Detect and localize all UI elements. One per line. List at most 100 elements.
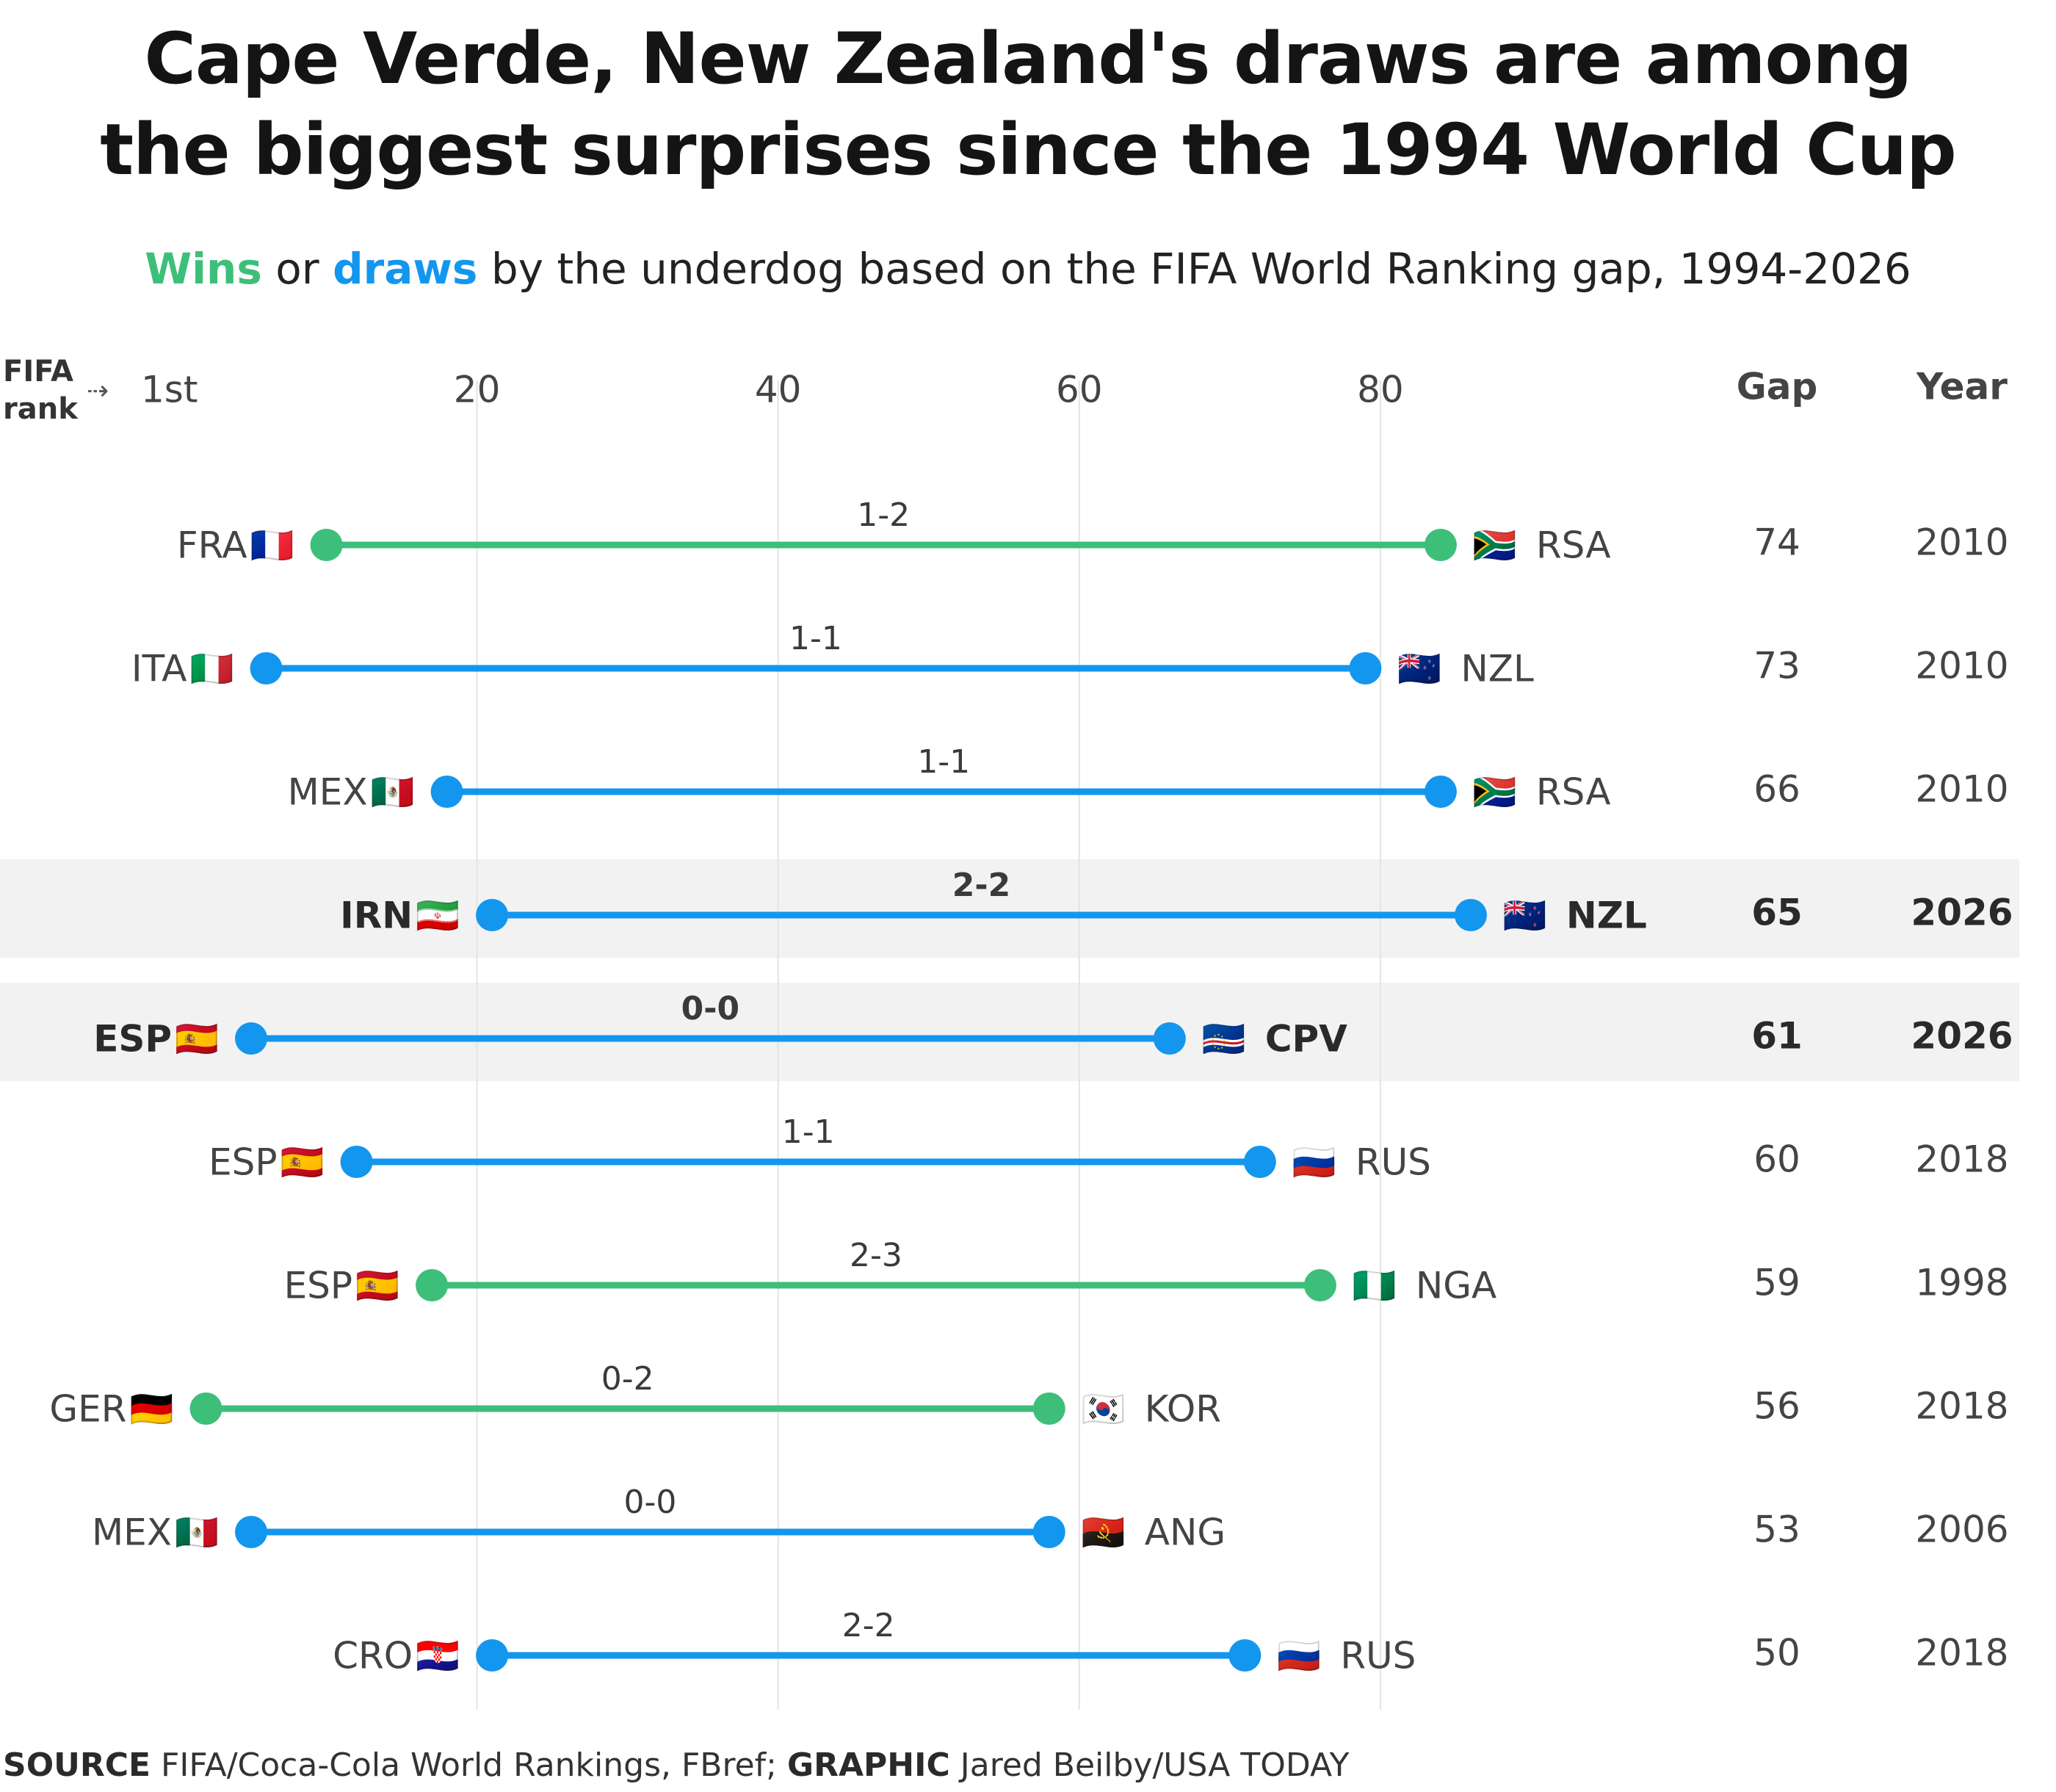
x-tick-label-60: 60 <box>1056 369 1103 411</box>
underdog-team-label-0: RSA <box>1536 524 1611 567</box>
gap-value-9: 50 <box>1753 1632 1800 1674</box>
year-value-6: 1998 <box>1915 1262 2008 1304</box>
underdog-team-label-6: NGA <box>1416 1265 1496 1307</box>
year-value-9: 2018 <box>1915 1632 2008 1674</box>
favorite-team-label-6: ESP <box>284 1265 352 1307</box>
underdog-team-label-1: NZL <box>1460 648 1534 690</box>
underdog-team-label-5: RUS <box>1355 1141 1431 1184</box>
underdog-team-label-8: ANG <box>1145 1511 1226 1554</box>
underdog-flag-icon-6: 🇳🇬 <box>1353 1265 1397 1307</box>
year-value-8: 2006 <box>1915 1509 2008 1551</box>
year-value-3: 2026 <box>1911 892 2013 934</box>
score-label-8: 0-0 <box>623 1484 676 1521</box>
underdog-flag-icon-5: 🇷🇺 <box>1292 1142 1336 1183</box>
highlight-band-4 <box>0 983 2019 1081</box>
favorite-dot-8 <box>235 1516 268 1548</box>
favorite-team-label-1: ITA <box>131 648 187 690</box>
underdog-dot-9 <box>1228 1639 1262 1672</box>
score-label-2: 1-1 <box>917 743 970 781</box>
underdog-flag-icon-9: 🇷🇺 <box>1277 1636 1321 1677</box>
gap-value-7: 56 <box>1753 1385 1800 1428</box>
gap-value-0: 74 <box>1753 521 1800 564</box>
favorite-dot-2 <box>430 776 463 808</box>
year-value-0: 2010 <box>1915 521 2008 564</box>
favorite-team-label-4: ESP <box>93 1018 172 1061</box>
favorite-flag-icon-6: 🇪🇸 <box>355 1265 399 1307</box>
subtitle-draws-keyword: draws <box>333 244 478 294</box>
subtitle-rest: by the underdog based on the FIFA World … <box>477 244 1911 294</box>
favorite-dot-0 <box>310 529 343 561</box>
gap-value-4: 61 <box>1751 1015 1803 1058</box>
axis-arrow-icon: ⇢ <box>87 376 109 406</box>
favorite-team-label-7: GER <box>49 1388 126 1431</box>
underdog-dot-2 <box>1424 776 1457 808</box>
favorite-dot-1 <box>250 652 283 684</box>
favorite-dot-5 <box>340 1146 373 1178</box>
favorite-team-label-9: CRO <box>333 1635 413 1677</box>
year-value-2: 2010 <box>1915 768 2008 811</box>
score-label-5: 1-1 <box>782 1113 835 1151</box>
gap-value-2: 66 <box>1753 768 1800 811</box>
source-label: SOURCE <box>3 1746 151 1784</box>
underdog-dot-8 <box>1032 1516 1065 1548</box>
x-tick-label-1st: 1st <box>141 369 198 411</box>
favorite-team-label-0: FRA <box>177 524 247 567</box>
underdog-flag-icon-3: 🇳🇿 <box>1503 895 1547 936</box>
favorite-flag-icon-2: 🇲🇽 <box>371 772 415 813</box>
gap-value-3: 65 <box>1751 892 1803 934</box>
underdog-dot-7 <box>1032 1392 1065 1425</box>
underdog-flag-icon-8: 🇦🇴 <box>1082 1512 1126 1553</box>
favorite-flag-icon-3: 🇮🇷 <box>416 895 460 936</box>
favorite-flag-icon-5: 🇪🇸 <box>280 1142 325 1183</box>
year-value-1: 2010 <box>1915 645 2008 687</box>
favorite-dot-3 <box>476 899 509 931</box>
score-label-1: 1-1 <box>789 620 842 657</box>
source-credit: SOURCE FIFA/Coca-Cola World Rankings, FB… <box>3 1745 1350 1786</box>
score-label-0: 1-2 <box>857 496 910 534</box>
x-tick-label-40: 40 <box>755 369 802 411</box>
subtitle-wins-keyword: Wins <box>145 244 262 294</box>
favorite-team-label-3: IRN <box>340 895 413 937</box>
score-label-3: 2-2 <box>952 867 1011 904</box>
chart-title-line-2: the biggest surprises since the 1994 Wor… <box>100 109 1957 191</box>
favorite-flag-icon-8: 🇲🇽 <box>175 1512 219 1553</box>
underdog-team-label-2: RSA <box>1536 771 1611 814</box>
chart-subtitle: Wins or draws by the underdog based on t… <box>0 238 2056 300</box>
gap-value-1: 73 <box>1753 645 1800 687</box>
graphic-text: Jared Beilby/USA TODAY <box>949 1746 1350 1784</box>
favorite-team-label-5: ESP <box>209 1141 277 1184</box>
x-tick-label-20: 20 <box>454 369 501 411</box>
gap-value-6: 59 <box>1753 1262 1800 1304</box>
underdog-dot-4 <box>1153 1022 1186 1055</box>
axis-title-line-1: FIFA <box>3 355 73 389</box>
favorite-dot-4 <box>235 1022 268 1055</box>
year-value-5: 2018 <box>1915 1138 2008 1181</box>
underdog-flag-icon-4: 🇨🇻 <box>1202 1019 1246 1060</box>
gap-value-8: 53 <box>1753 1509 1800 1551</box>
x-tick-label-80: 80 <box>1357 369 1404 411</box>
source-text: FIFA/Coca-Cola World Rankings, FBref; <box>151 1746 787 1784</box>
underdog-team-label-4: CPV <box>1265 1018 1347 1061</box>
favorite-flag-icon-9: 🇭🇷 <box>416 1636 460 1677</box>
year-column-header: Year <box>1916 366 2008 408</box>
favorite-dot-6 <box>416 1269 449 1301</box>
favorite-team-label-8: MEX <box>92 1511 172 1554</box>
favorite-dot-9 <box>476 1639 509 1672</box>
favorite-flag-icon-0: 🇫🇷 <box>250 525 294 566</box>
underdog-team-label-7: KOR <box>1145 1388 1221 1431</box>
highlight-band-3 <box>0 859 2019 958</box>
underdog-dot-3 <box>1454 899 1487 931</box>
underdog-dot-5 <box>1243 1146 1276 1178</box>
underdog-flag-icon-0: 🇿🇦 <box>1473 525 1517 566</box>
gap-value-5: 60 <box>1753 1138 1800 1181</box>
underdog-flag-icon-1: 🇳🇿 <box>1397 648 1441 690</box>
score-label-4: 0-0 <box>681 990 740 1027</box>
score-label-7: 0-2 <box>601 1360 654 1398</box>
score-label-9: 2-2 <box>842 1607 895 1644</box>
axis-title-line-2: rank <box>3 392 79 426</box>
underdog-dot-6 <box>1303 1269 1336 1301</box>
underdog-flag-icon-7: 🇰🇷 <box>1082 1389 1126 1430</box>
chart-title: Cape Verde, New Zealand's draws are amon… <box>0 13 2056 195</box>
year-value-4: 2026 <box>1911 1015 2013 1058</box>
graphic-label: GRAPHIC <box>786 1746 950 1784</box>
